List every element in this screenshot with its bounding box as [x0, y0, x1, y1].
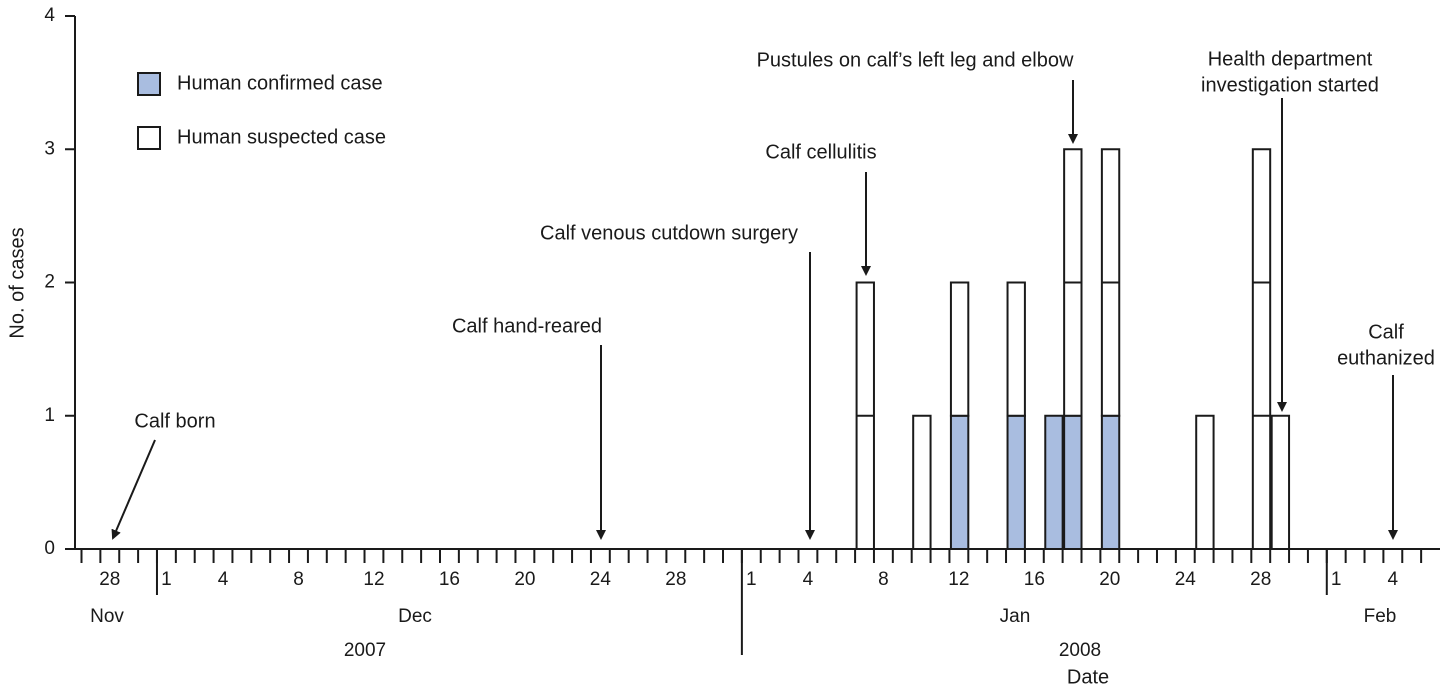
bar-segment — [1195, 414, 1215, 550]
x-tick-label: 1 — [1331, 569, 1342, 590]
bar-segment — [1100, 414, 1121, 550]
y-tick-label: 1 — [44, 405, 55, 426]
x-tick-label: 20 — [1099, 569, 1120, 590]
x-tick-label: 28 — [1250, 569, 1271, 590]
month-label: Feb — [1364, 606, 1397, 627]
month-label: Nov — [90, 606, 124, 627]
bar-segment — [1063, 414, 1083, 550]
x-tick-label: 8 — [293, 569, 304, 590]
annotation: Calf — [1368, 321, 1404, 343]
x-tick-label: 12 — [363, 569, 384, 590]
y-tick-label: 3 — [44, 138, 55, 159]
annotation: Calf cellulitis — [765, 141, 876, 163]
year-label: 2008 — [1059, 640, 1101, 661]
bar-segment — [1044, 414, 1064, 550]
x-tick-label: 24 — [590, 569, 612, 590]
legend-label: Human confirmed case — [177, 72, 383, 94]
annotation: Calf venous cutdown surgery — [540, 222, 798, 244]
annotation: Pustules on calf’s left leg and elbow — [757, 49, 1074, 71]
annotation-arrow — [111, 439, 156, 540]
y-axis-label: No. of cases — [6, 227, 28, 338]
x-tick-label: 8 — [878, 569, 889, 590]
x-tick-label: 1 — [746, 569, 757, 590]
y-tick-label: 0 — [44, 538, 55, 559]
bar-segment — [1251, 148, 1272, 550]
annotation: euthanized — [1337, 347, 1435, 369]
month-label: Jan — [1000, 606, 1031, 627]
x-tick-label: 16 — [439, 569, 460, 590]
bar-segment — [949, 414, 970, 550]
x-tick-label: 4 — [218, 569, 229, 590]
annotation: Health department — [1208, 48, 1373, 70]
x-tick-label: 28 — [99, 569, 120, 590]
x-tick-label: 20 — [514, 569, 535, 590]
x-tick-label: 4 — [1388, 569, 1399, 590]
bar-segment — [1270, 414, 1291, 550]
month-label: Dec — [398, 606, 432, 627]
legend-swatch — [137, 72, 161, 96]
x-axis-label: Date — [1067, 666, 1109, 688]
x-tick-label: 16 — [1024, 569, 1045, 590]
bar-segment — [949, 281, 970, 417]
annotation: investigation started — [1201, 74, 1379, 96]
year-label: 2007 — [344, 640, 386, 661]
x-tick-label: 12 — [948, 569, 969, 590]
x-tick-label: 24 — [1175, 569, 1197, 590]
x-tick-label: 1 — [161, 569, 172, 590]
legend-label: Human suspected case — [177, 126, 386, 148]
annotation: Calf born — [134, 410, 215, 432]
bar-segment — [912, 414, 932, 550]
y-tick-label: 4 — [44, 5, 55, 26]
x-tick-label: 28 — [665, 569, 686, 590]
bar-segment — [1006, 414, 1026, 550]
legend-swatch — [137, 126, 161, 150]
annotation: Calf hand-reared — [452, 315, 602, 337]
x-tick-label: 4 — [803, 569, 814, 590]
bar-segment — [1006, 281, 1026, 417]
y-tick-label: 2 — [44, 272, 55, 293]
